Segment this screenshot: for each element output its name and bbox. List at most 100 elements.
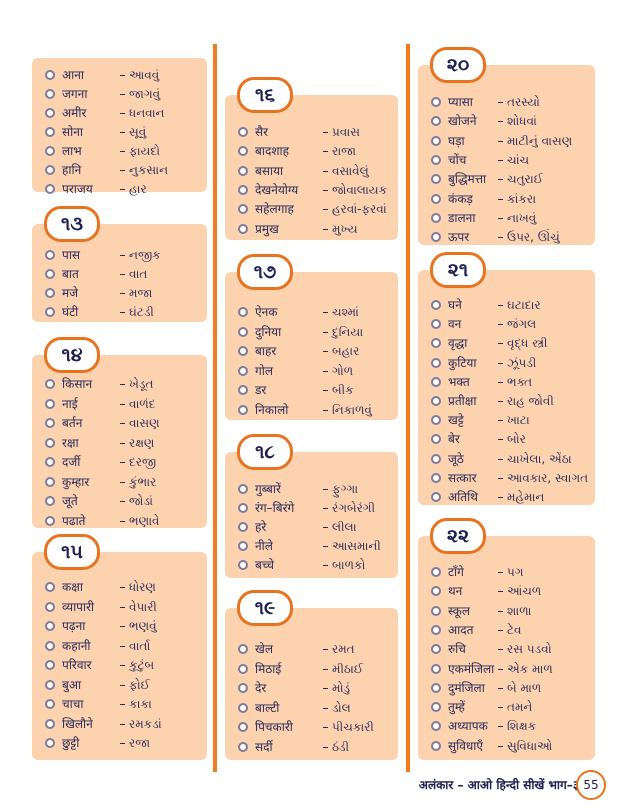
gujarati-meaning: કાંકરા	[507, 191, 537, 206]
section-number: ૨૧	[430, 252, 486, 288]
glossary-row: अध्यापक શિક્ષક	[418, 717, 595, 735]
hindi-word: पढाते	[62, 513, 86, 528]
gujarati-meaning: વેપારી	[129, 599, 157, 614]
gujarati-meaning: બીક	[332, 383, 354, 397]
glossary-row: घने ઘટાદાર	[418, 296, 595, 314]
hindi-word: खेल	[255, 642, 273, 656]
hindi-word: वृद्धा	[448, 336, 468, 351]
gujarati-meaning: ઘંટડી	[129, 305, 154, 319]
hindi-word: पराजय	[62, 182, 93, 196]
hindi-word: खट्टे	[448, 413, 464, 428]
hindi-word: बादशाह	[255, 144, 289, 159]
bullet	[238, 365, 248, 376]
dash	[323, 489, 328, 490]
glossary-row: गुब्बारें ફુગ્ગા	[225, 480, 398, 498]
glossary-row: हानि નુકસાન	[32, 161, 207, 179]
hindi-word: किसान	[62, 377, 93, 391]
dash	[498, 121, 503, 123]
gujarati-meaning: પ્રવાસ	[332, 125, 360, 139]
dash	[498, 198, 503, 200]
glossary-row: कुटिया ઝૂંપડી	[418, 354, 595, 372]
hindi-word: चोंच	[448, 152, 467, 167]
dash	[323, 527, 328, 528]
hindi-word: पिचकारी	[255, 720, 293, 734]
hindi-word: बुद्धिमत्ता	[448, 172, 487, 187]
glossary-row: घंटी ઘંટડી	[32, 303, 207, 321]
glossary-box: किसान ખેડૂત नाई વાળંદ बर्तन વાસણ रक्षा રક્ષણ दर्…	[32, 355, 207, 528]
hindi-word: हरे	[255, 520, 267, 534]
bullet	[431, 97, 441, 107]
hindi-word: नीले	[255, 539, 273, 553]
bullet	[238, 346, 248, 356]
hindi-word: बाहर	[255, 344, 277, 358]
section-number: ૧૭	[237, 254, 293, 290]
bullet	[45, 184, 55, 194]
dash	[323, 649, 328, 650]
dash	[120, 743, 125, 744]
glossary-row: खेल રમત	[225, 640, 398, 658]
bullet	[431, 376, 441, 387]
hindi-word: रुचि	[448, 642, 466, 657]
hindi-word: बेर	[448, 432, 460, 447]
glossary-row: बुआ ફોઈ	[32, 676, 207, 694]
hindi-word: घड़ा	[448, 133, 465, 148]
glossary-box: कक्षा ધોરણ व्यापारी વેપારી पढ़ना ભણવું कहानी વા…	[32, 552, 207, 760]
hindi-word: चाचा	[62, 697, 84, 711]
bullet	[238, 560, 248, 570]
hindi-word: बच्चे	[255, 558, 274, 572]
gujarati-meaning: ચશ્માં	[332, 305, 359, 319]
bullet	[45, 146, 55, 156]
bullet	[238, 644, 248, 654]
bullet	[45, 70, 55, 80]
gujarati-meaning: ફોઈ	[129, 677, 150, 692]
glossary-row: अमीर ધનવાન	[32, 104, 207, 122]
bullet	[431, 472, 441, 483]
gujarati-meaning: સુવિધાઓ	[507, 738, 553, 753]
dash	[323, 390, 328, 391]
bullet	[238, 204, 248, 215]
bullet	[45, 496, 55, 506]
dash	[120, 481, 125, 483]
dash	[120, 704, 125, 705]
hindi-word: जगना	[62, 87, 88, 101]
hindi-word: दुनिया	[255, 324, 282, 339]
glossary-row: बादशाह રાજા	[225, 142, 398, 160]
hindi-word: हानि	[62, 163, 82, 177]
bullet	[45, 165, 55, 175]
gujarati-meaning: મહેમાન	[507, 490, 545, 504]
glossary-row: डालना નાખવું	[418, 209, 595, 227]
gujarati-meaning: નુકસાન	[129, 163, 169, 177]
gujarati-meaning: લીલા	[332, 520, 357, 534]
bullet	[431, 682, 441, 693]
bullet	[45, 679, 55, 690]
glossary-row: पढाते ભણાવે	[32, 512, 207, 530]
glossary-row: गोल ગોળ	[225, 362, 398, 380]
glossary-row: सर्दी ઠંડી	[225, 738, 398, 756]
bullet	[431, 319, 441, 330]
glossary-row: टाँगे પગ	[418, 563, 595, 581]
dash	[120, 403, 125, 405]
glossary-row: रुचि રસ પડવો	[418, 640, 595, 658]
glossary-row: बच्चे બાળકો	[225, 556, 398, 574]
bullet	[431, 135, 441, 146]
glossary-box: खेल રમત मिठाई મીઠાઈ देर મોડું बाल्टी ડોલ पिचकारी…	[225, 608, 398, 760]
bullet	[45, 718, 55, 729]
divider	[213, 44, 217, 772]
dash	[498, 668, 503, 670]
dash	[498, 497, 503, 498]
glossary-box: सैर પ્રવાસ बादशाह રાજા बसाया વસાવેલું देखनेयोग…	[225, 95, 398, 240]
hindi-word: अध्यापक	[448, 719, 488, 734]
dash	[323, 565, 328, 566]
gujarati-meaning: આવવું	[129, 68, 160, 82]
bullet	[431, 232, 441, 243]
dash	[498, 381, 503, 383]
gujarati-meaning: નિકાળવું	[332, 402, 372, 417]
gujarati-meaning: આંચળ	[507, 584, 542, 599]
glossary-row: वृद्धा વૃદ્ધ સ્ત્રી	[418, 334, 595, 352]
hindi-word: घने	[448, 298, 462, 312]
dash	[498, 745, 503, 747]
glossary-row: मिठाई મીઠાઈ	[225, 660, 398, 678]
bullet	[238, 223, 248, 234]
hindi-word: जूठे	[448, 451, 464, 466]
hindi-word: पास	[62, 248, 81, 262]
